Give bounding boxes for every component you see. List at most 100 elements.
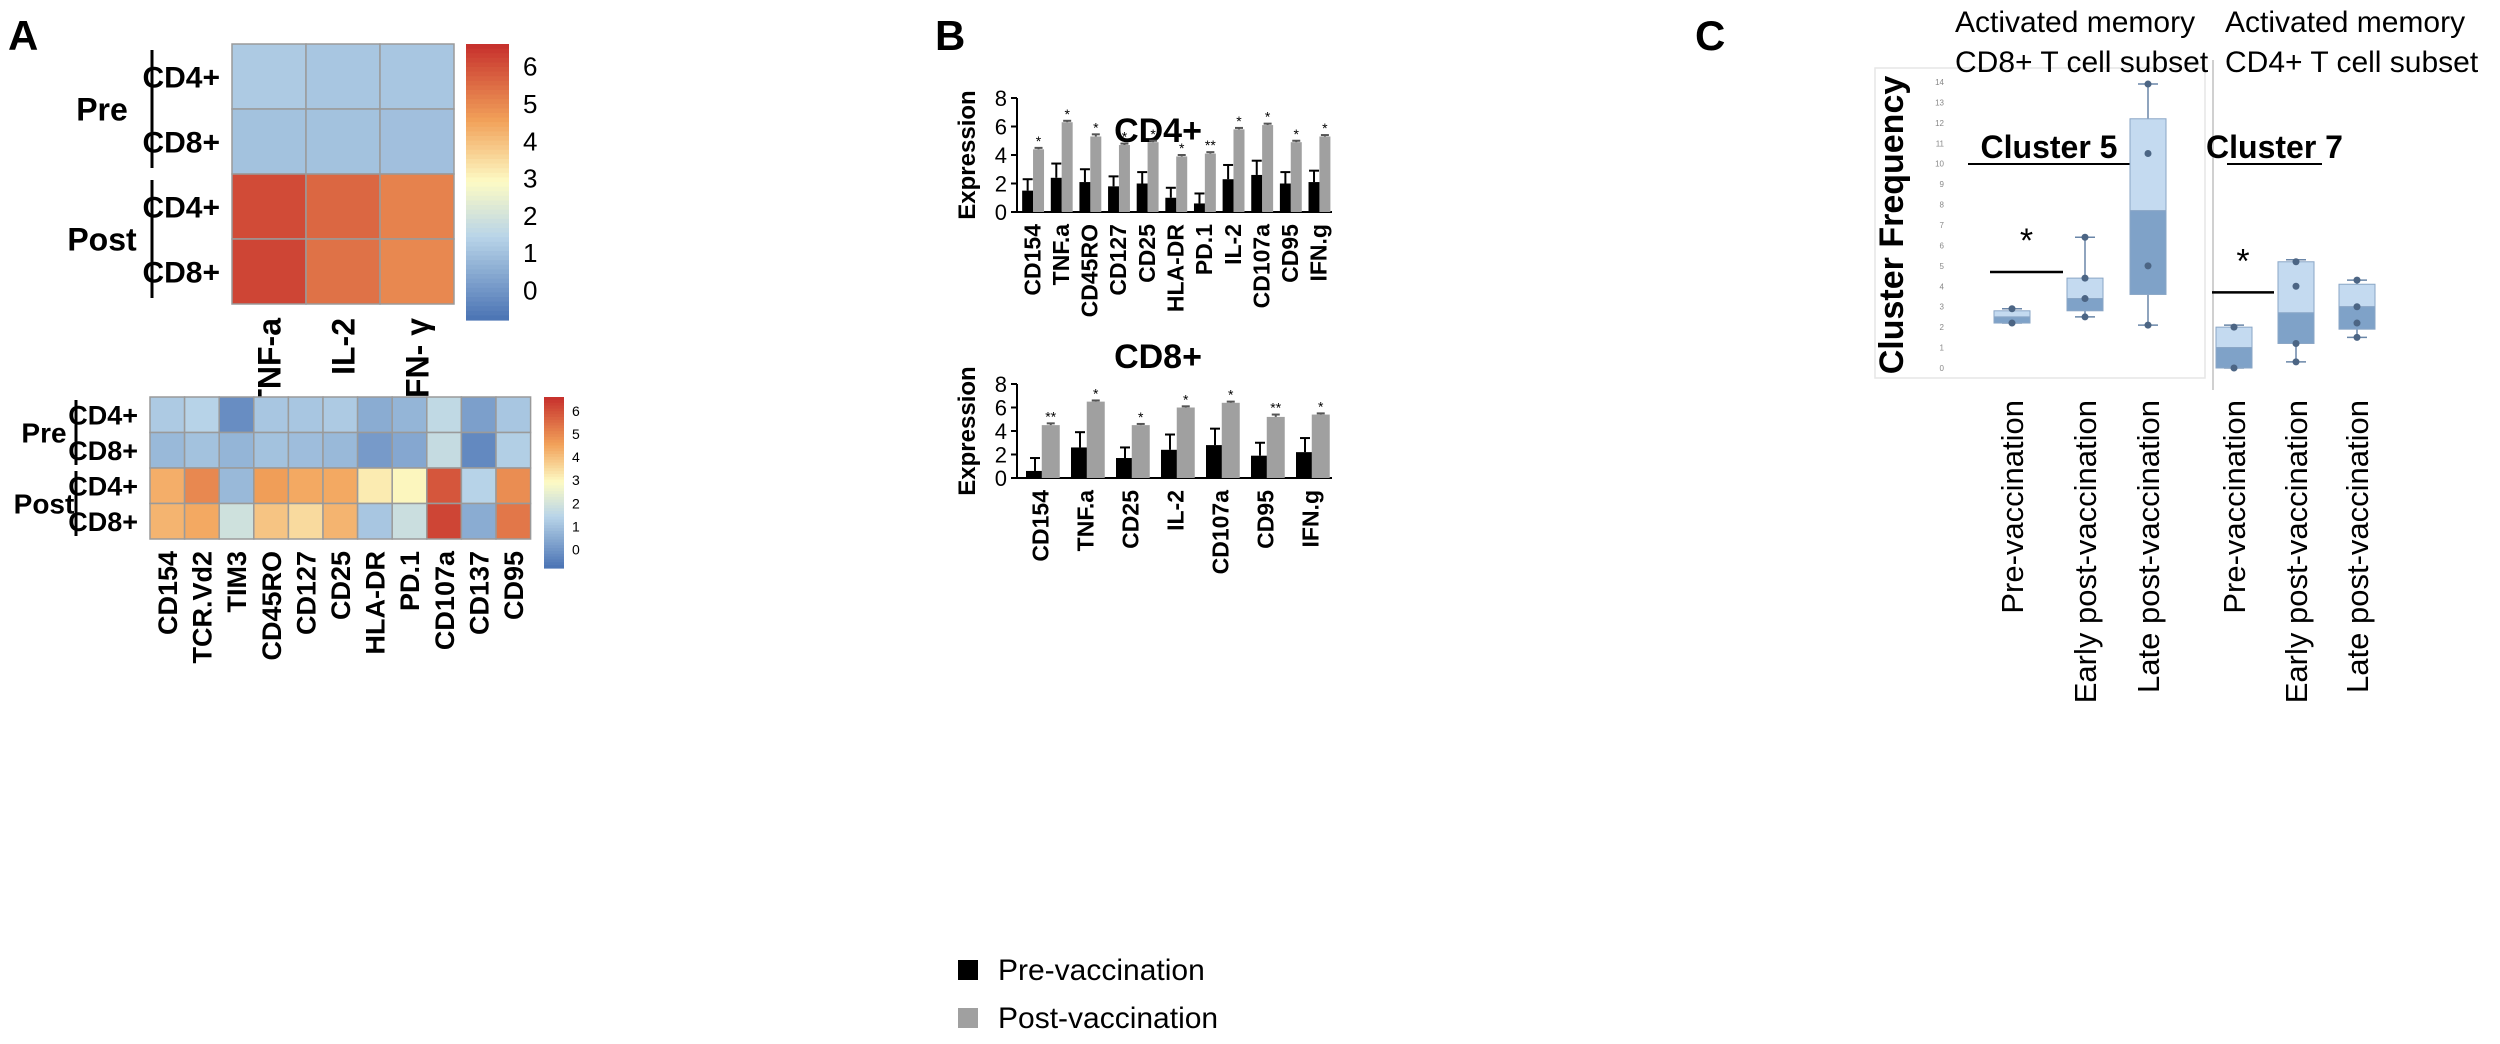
colorbar-segment bbox=[466, 223, 509, 229]
significance-marker: ** bbox=[1270, 400, 1281, 416]
colorbar-segment bbox=[466, 283, 509, 289]
x-tick-label: CD25 bbox=[1118, 490, 1144, 549]
colorbar-segment bbox=[544, 456, 564, 461]
y-axis-label: Cluster Frequency bbox=[1873, 76, 1911, 375]
bar-chart-cd4: CD4+Expression 02468*CD154*TNF.a*CD45RO*C… bbox=[954, 86, 1332, 317]
colorbar-segment bbox=[466, 182, 509, 188]
bar-chart-title: CD8+ bbox=[1114, 338, 1202, 376]
colorbar-segment bbox=[544, 399, 564, 404]
heatmap-column-label: CD45RO bbox=[257, 551, 287, 661]
colorbar-segment bbox=[466, 159, 509, 165]
box-data-point bbox=[2144, 321, 2152, 329]
heatmap-group-label: Pre bbox=[21, 418, 66, 449]
heatmap-row-label: CD8+ bbox=[68, 507, 138, 537]
colorbar-segment bbox=[466, 177, 509, 183]
x-tick-label: CD45RO bbox=[1077, 224, 1103, 317]
colorbar-segment bbox=[544, 408, 564, 412]
heatmap-column-label: PD.1 bbox=[395, 551, 425, 611]
bar-post bbox=[1131, 425, 1150, 478]
colorbar-segment bbox=[544, 565, 564, 569]
colorbar-segment bbox=[466, 310, 509, 316]
bar-pre bbox=[1251, 174, 1263, 212]
box-data-point bbox=[2081, 295, 2089, 303]
significance-marker: * bbox=[1294, 126, 1300, 142]
y-tick-label: 4 bbox=[1940, 282, 1945, 291]
y-tick-label: 0 bbox=[995, 200, 1007, 225]
colorbar-segment bbox=[466, 228, 509, 234]
colorbar-segment bbox=[466, 85, 509, 91]
heatmap-cell bbox=[218, 467, 255, 505]
colorbar-segment bbox=[466, 122, 509, 128]
subset-header-line1: Activated memory bbox=[1955, 6, 2195, 39]
heatmap-cell bbox=[322, 502, 359, 540]
heatmap-column-label: CD107a bbox=[430, 550, 460, 650]
heatmap-cell bbox=[149, 467, 186, 505]
group-label: Pre-vaccination bbox=[1995, 400, 2030, 614]
x-tick-label: CD25 bbox=[1134, 224, 1160, 283]
colorbar-segment bbox=[544, 482, 564, 486]
heatmap-column-label: IFN- γ bbox=[400, 318, 436, 407]
group-label: Late post-vaccination bbox=[2131, 400, 2166, 693]
y-tick-label: 8 bbox=[995, 86, 1007, 111]
colorbar-segment bbox=[544, 416, 564, 421]
significance-marker: * bbox=[2020, 222, 2033, 260]
heatmap-cell bbox=[253, 431, 290, 469]
heatmap-cell bbox=[305, 238, 381, 305]
colorbar-segment bbox=[544, 442, 564, 447]
colorbar-tick-label: 6 bbox=[572, 403, 580, 419]
colorbar-segment bbox=[544, 553, 564, 558]
y-tick-label: 6 bbox=[1940, 241, 1945, 250]
heatmap-cell bbox=[379, 43, 455, 110]
box-data-point bbox=[2008, 305, 2016, 313]
colorbar-segment bbox=[544, 516, 564, 521]
subset-header-line1: Activated memory bbox=[2225, 6, 2465, 39]
heatmap-cell bbox=[183, 431, 220, 469]
x-tick-label: IL-2 bbox=[1220, 224, 1246, 265]
colorbar-segment bbox=[466, 126, 509, 132]
y-axis-label: Expression bbox=[954, 366, 981, 495]
heatmap-cell bbox=[460, 502, 497, 540]
y-tick-label: 9 bbox=[1940, 180, 1945, 189]
colorbar-segment bbox=[466, 90, 509, 96]
significance-marker: * bbox=[1318, 398, 1324, 414]
x-tick-label: IFN.g bbox=[1298, 490, 1324, 548]
colorbar-segment bbox=[466, 117, 509, 123]
group-label: Early post-vaccination bbox=[2279, 400, 2314, 703]
significance-marker: ** bbox=[1045, 408, 1056, 424]
significance-marker: * bbox=[2236, 242, 2249, 280]
heatmap-cell bbox=[149, 502, 186, 540]
heatmap-cell bbox=[426, 431, 463, 469]
bar-post bbox=[1176, 156, 1188, 212]
heatmap-cell bbox=[495, 431, 532, 469]
heatmap-cell bbox=[231, 108, 307, 175]
heatmap-cell bbox=[391, 467, 428, 505]
y-tick-label: 6 bbox=[995, 115, 1007, 140]
heatmap-cell bbox=[183, 502, 220, 540]
bar-pre bbox=[1161, 449, 1179, 478]
colorbar-tick-label: 6 bbox=[523, 52, 537, 82]
colorbar-segment bbox=[544, 536, 564, 541]
colorbar-segment bbox=[544, 559, 564, 563]
y-tick-label: 14 bbox=[1935, 78, 1944, 87]
bar-pre bbox=[1079, 182, 1091, 212]
colorbar-segment bbox=[544, 562, 564, 566]
heatmap-cell bbox=[183, 396, 220, 434]
heatmap-cell bbox=[287, 467, 324, 505]
colorbar-segment bbox=[544, 519, 564, 523]
heatmap-cell bbox=[460, 467, 497, 505]
y-tick-label: 0 bbox=[995, 466, 1007, 491]
colorbar-segment bbox=[466, 172, 509, 178]
colorbar-tick-label: 4 bbox=[572, 449, 580, 465]
colorbar-segment bbox=[544, 465, 564, 469]
y-tick-label: 5 bbox=[1940, 262, 1945, 271]
colorbar-segment bbox=[466, 209, 509, 215]
colorbar-segment bbox=[544, 402, 564, 407]
box-data-point bbox=[2081, 313, 2089, 321]
y-tick-label: 2 bbox=[995, 443, 1007, 468]
heatmap-cell bbox=[253, 467, 290, 505]
x-tick-label: TNF.a bbox=[1073, 490, 1099, 552]
colorbar-tick-label: 1 bbox=[523, 238, 537, 268]
x-tick-label: CD95 bbox=[1253, 490, 1279, 549]
